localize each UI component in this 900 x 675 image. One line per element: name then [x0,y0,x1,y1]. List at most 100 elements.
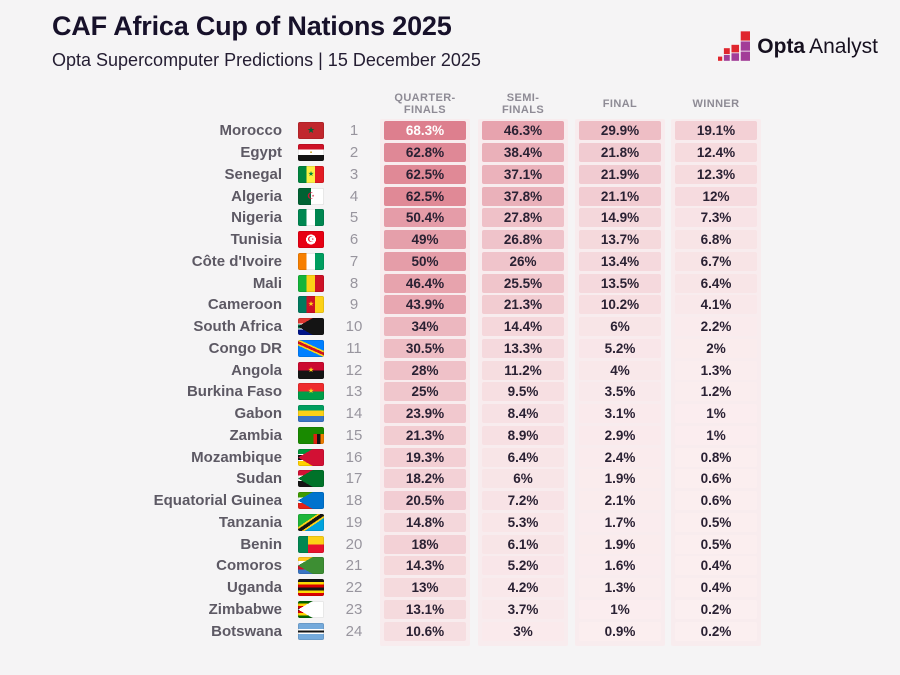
qf-probability-cell: 49% [384,230,466,250]
final-probability-cell: 4% [579,360,661,380]
team-name: Cameroon [207,296,282,314]
team-name: Mali [252,274,282,292]
final-probability-cell: 3.5% [579,382,661,402]
team-rank: 2 [349,144,359,162]
mali-flag-icon [298,274,324,292]
final-probability-cell: 1% [579,599,661,619]
qf-probability-cell: 50.4% [384,208,466,228]
angola-flag-emblem-icon: ★ [307,366,315,374]
logo-bold-text: Opta [757,34,806,58]
sf-probability-cell: 13.3% [482,338,564,358]
team-name: Benin [240,535,282,553]
equatorial-guinea-flag-icon [298,492,324,510]
sf-probability-cell: 37.8% [482,186,564,206]
team-rank: 22 [345,579,363,597]
sf-probability-cell: 8.9% [482,425,564,445]
final-probability-cell: 5.2% [579,338,661,358]
team-row: Botswana 24 10.6% 3% 0.9% 0.2% [0,620,900,642]
qf-probability-cell: 62.5% [384,164,466,184]
winner-probability-cell: 2% [675,338,757,358]
team-row: Gabon 14 23.9% 8.4% 3.1% 1% [0,403,900,425]
team-name: Tunisia [230,231,282,249]
team-rank: 16 [345,448,363,466]
zimbabwe-flag-icon [298,600,324,618]
qf-probability-cell: 14.8% [384,512,466,532]
team-row: Uganda 22 13% 4.2% 1.3% 0.4% [0,577,900,599]
team-rank: 3 [349,165,359,183]
team-row: Morocco ★ 1 68.3% 46.3% 29.9% 19.1% [0,120,900,142]
winner-probability-cell: 0.5% [675,534,757,554]
mozambique-flag-icon [298,448,324,466]
team-row: Zimbabwe 23 13.1% 3.7% 1% 0.2% [0,599,900,621]
congo-dr-flag-icon [298,339,324,357]
qf-probability-cell: 21.3% [384,425,466,445]
final-probability-cell: 1.6% [579,556,661,576]
qf-probability-cell: 18% [384,534,466,554]
final-probability-cell: 21.1% [579,186,661,206]
final-probability-cell: 21.9% [579,164,661,184]
burkina-faso-flag-emblem-icon: ★ [307,388,315,396]
team-name: Zambia [229,426,282,444]
team-rank: 24 [345,622,363,640]
team-row: Egypt ▪ 2 62.8% 38.4% 21.8% 12.4% [0,142,900,164]
qf-probability-cell: 62.5% [384,186,466,206]
final-probability-cell: 13.5% [579,273,661,293]
algeria-flag-emblem-icon: ☪ [306,190,316,201]
winner-probability-cell: 7.3% [675,208,757,228]
sf-probability-cell: 11.2% [482,360,564,380]
c-te-d-ivoire-flag-icon [298,252,324,270]
team-row: Nigeria 5 50.4% 27.8% 14.9% 7.3% [0,207,900,229]
subtitle: Opta Supercomputer Predictions | 15 Dece… [52,50,481,70]
winner-probability-cell: 4.1% [675,295,757,315]
botswana-flag-icon [298,622,324,640]
opta-analyst-logo: Opta Analyst [718,31,878,62]
winner-probability-cell: 0.5% [675,512,757,532]
team-rank: 11 [346,339,362,357]
qf-probability-cell: 30.5% [384,338,466,358]
page-title: CAF Africa Cup of Nations 2025 [52,11,452,41]
sf-probability-cell: 21.3% [482,295,564,315]
sf-probability-cell: 46.3% [482,121,564,141]
final-probability-cell: 1.9% [579,534,661,554]
team-name: Tanzania [218,513,282,531]
team-rank: 6 [349,231,359,249]
cameroon-flag-emblem-icon: ★ [307,301,315,309]
qf-probability-cell: 28% [384,360,466,380]
winner-probability-cell: 12.4% [675,143,757,163]
team-row: Angola ★ 12 28% 11.2% 4% 1.3% [0,359,900,381]
winner-probability-cell: 6.4% [675,273,757,293]
sf-probability-cell: 3% [482,621,564,641]
winner-probability-cell: 1% [675,404,757,424]
team-name: Zimbabwe [208,600,282,618]
south-africa-flag-icon [298,318,324,336]
winner-probability-cell: 0.4% [675,578,757,598]
team-name: Egypt [240,144,282,162]
qf-probability-cell: 68.3% [384,121,466,141]
team-name: Angola [231,361,282,379]
opta-logo-icon [718,31,751,61]
sf-probability-cell: 6% [482,469,564,489]
winner-probability-cell: 0.6% [675,469,757,489]
team-rank: 21 [345,557,363,575]
qf-probability-cell: 23.9% [384,404,466,424]
qf-probability-cell: 10.6% [384,621,466,641]
team-name: Uganda [226,579,282,597]
predictions-table: Morocco ★ 1 68.3% 46.3% 29.9% 19.1% Egypt ▪ 2 62.8… [0,120,900,642]
egypt-flag-icon: ▪ [298,144,324,162]
winner-probability-cell: 6.7% [675,251,757,271]
final-probability-cell: 21.8% [579,143,661,163]
winner-probability-cell: 0.2% [675,621,757,641]
sf-probability-cell: 25.5% [482,273,564,293]
team-row: Benin 20 18% 6.1% 1.9% 0.5% [0,533,900,555]
tanzania-flag-icon [298,513,324,531]
winner-probability-cell: 0.2% [675,599,757,619]
morocco-flag-icon: ★ [298,122,324,140]
final-probability-cell: 0.9% [579,621,661,641]
logo-regular-text: Analyst [809,34,878,58]
final-probability-cell: 10.2% [579,295,661,315]
team-row: Cameroon ★ 9 43.9% 21.3% 10.2% 4.1% [0,294,900,316]
team-rank: 13 [345,383,363,401]
sf-probability-cell: 9.5% [482,382,564,402]
qf-probability-cell: 20.5% [384,491,466,511]
team-name: Sudan [236,470,282,488]
